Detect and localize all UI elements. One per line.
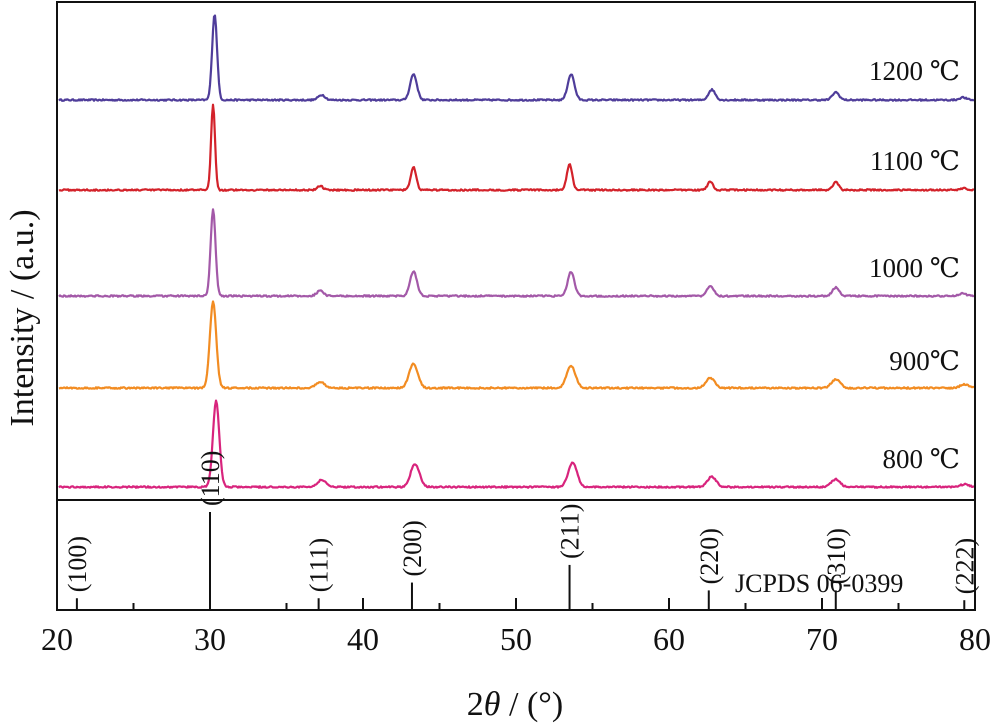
reference-hkl-4: (211) (556, 504, 585, 559)
x-tick-label-2: 40 (347, 621, 379, 657)
x-tick-label-3: 50 (500, 621, 532, 657)
x-tick-label-6: 80 (959, 621, 991, 657)
reference-hkl-6: (310) (822, 528, 851, 584)
x-axis-label: 2θ / (°) (467, 686, 563, 723)
x-tick-label-5: 70 (806, 621, 838, 657)
reference-hkl-0: (100) (63, 536, 92, 592)
trace-4 (58, 399, 975, 489)
x-axis: 20 30 40 50 60 70 80 (41, 598, 991, 657)
reference-card-label: JCPDS 06-0399 (735, 569, 903, 598)
reference-hkl-1: (110) (196, 451, 225, 506)
y-axis-label: Intensity / (a.u.) (4, 209, 41, 426)
trace-3 (58, 300, 975, 390)
reference-hkl-2: (111) (305, 538, 334, 592)
series-label-2: 1000 ℃ (869, 253, 960, 283)
x-tick-label-0: 20 (41, 621, 73, 657)
x-tick-label-4: 60 (653, 621, 685, 657)
trace-2 (58, 208, 975, 298)
trace-0 (58, 14, 975, 102)
reference-panel: (100)(110)(111) (200) (211) (220) (310) (222) (63, 451, 979, 610)
series-label-1: 1100 ℃ (870, 146, 960, 176)
plot-traces (58, 14, 975, 489)
trace-1 (58, 103, 975, 192)
x-axis-label-theta: θ (484, 686, 501, 723)
x-tick-label-1: 30 (194, 621, 226, 657)
series-label-3: 900℃ (889, 346, 960, 376)
series-label-0: 1200 ℃ (869, 56, 960, 86)
reference-hkl-3: (200) (398, 520, 427, 576)
series-labels: 1200 ℃ 1100 ℃ 1000 ℃ 900℃ 800 ℃ (869, 56, 960, 474)
x-axis-label-suffix: / (°) (501, 686, 564, 723)
reference-hkl-5: (220) (695, 528, 724, 584)
x-axis-label-prefix: 2 (467, 686, 484, 723)
series-label-4: 800 ℃ (883, 444, 960, 474)
